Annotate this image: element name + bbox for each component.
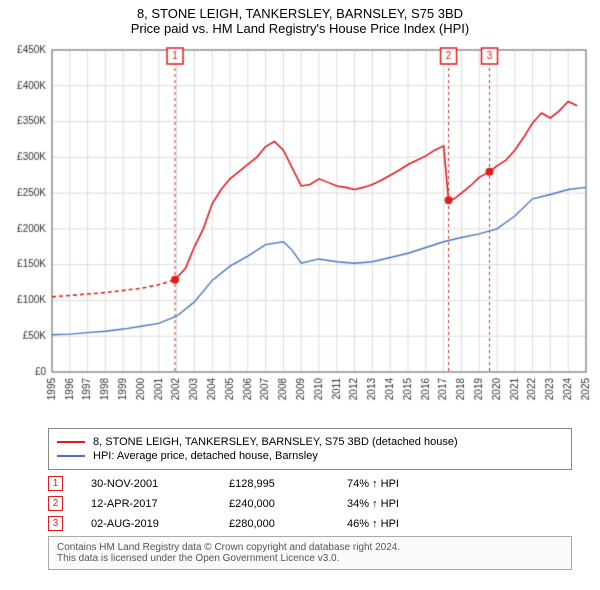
sale-row: 3 02-AUG-2019 £280,000 46% ↑ HPI (48, 516, 572, 531)
sale-date: 12-APR-2017 (91, 498, 201, 510)
legend-item: 8, STONE LEIGH, TANKERSLEY, BARNSLEY, S7… (57, 436, 563, 448)
legend-swatch (57, 455, 85, 457)
legend-label: HPI: Average price, detached house, Barn… (93, 450, 318, 462)
sale-price: £128,995 (229, 478, 319, 490)
sale-pct: 74% ↑ HPI (347, 478, 437, 490)
sale-marker-icon: 2 (48, 496, 63, 511)
sale-row: 1 30-NOV-2001 £128,995 74% ↑ HPI (48, 476, 572, 491)
footnote-line: This data is licensed under the Open Gov… (57, 553, 563, 564)
footnote: Contains HM Land Registry data © Crown c… (48, 536, 572, 570)
legend-label: 8, STONE LEIGH, TANKERSLEY, BARNSLEY, S7… (93, 436, 458, 448)
legend-swatch (57, 441, 85, 443)
line-chart-canvas (0, 42, 600, 422)
chart-plot-area (0, 42, 600, 422)
sale-marker-icon: 1 (48, 476, 63, 491)
sale-date: 30-NOV-2001 (91, 478, 201, 490)
chart-title: 8, STONE LEIGH, TANKERSLEY, BARNSLEY, S7… (0, 0, 600, 21)
sale-date: 02-AUG-2019 (91, 518, 201, 530)
sale-row: 2 12-APR-2017 £240,000 34% ↑ HPI (48, 496, 572, 511)
footnote-line: Contains HM Land Registry data © Crown c… (57, 542, 563, 553)
sale-marker-icon: 3 (48, 516, 63, 531)
chart-container: 8, STONE LEIGH, TANKERSLEY, BARNSLEY, S7… (0, 0, 600, 590)
sale-price: £280,000 (229, 518, 319, 530)
chart-subtitle: Price paid vs. HM Land Registry's House … (0, 21, 600, 42)
sales-table: 1 30-NOV-2001 £128,995 74% ↑ HPI 2 12-AP… (48, 476, 572, 531)
legend-item: HPI: Average price, detached house, Barn… (57, 450, 563, 462)
sale-pct: 46% ↑ HPI (347, 518, 437, 530)
legend: 8, STONE LEIGH, TANKERSLEY, BARNSLEY, S7… (48, 428, 572, 470)
sale-pct: 34% ↑ HPI (347, 498, 437, 510)
sale-price: £240,000 (229, 498, 319, 510)
